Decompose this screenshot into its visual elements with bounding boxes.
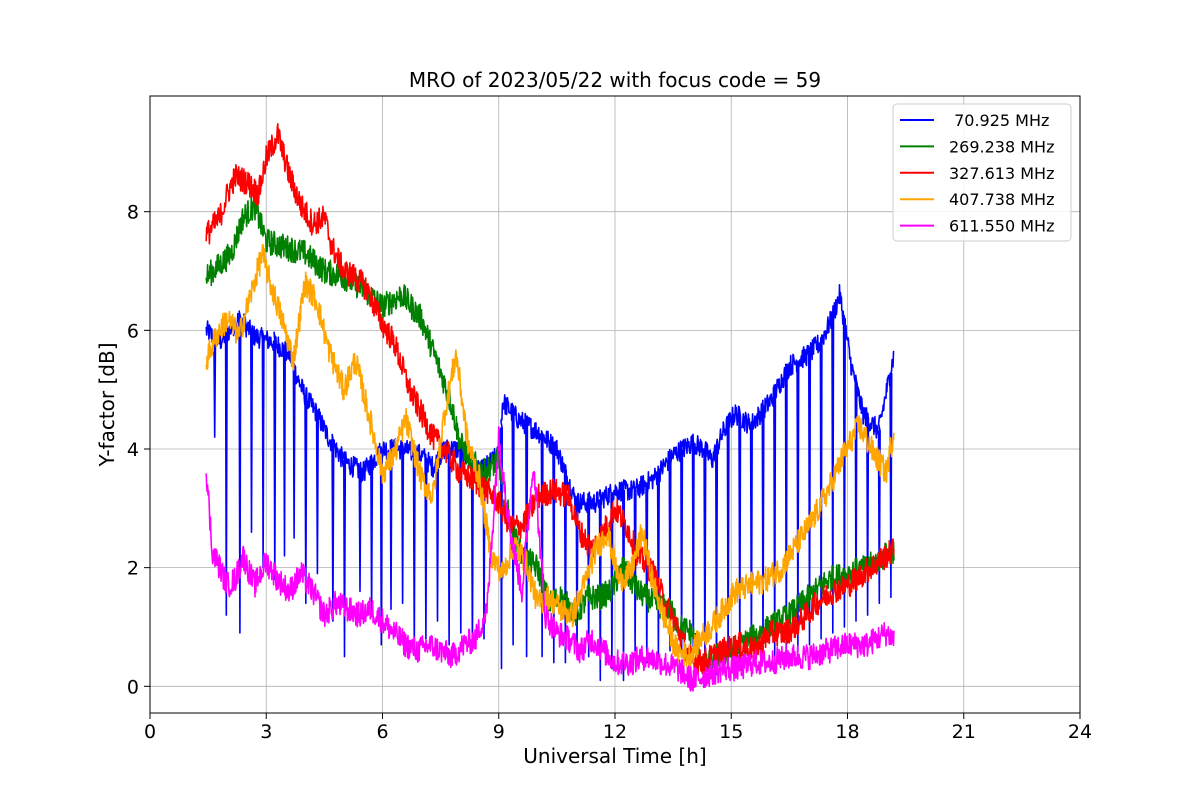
series-line-0 xyxy=(205,284,895,682)
x-tick-label: 15 xyxy=(719,721,743,743)
x-tick-label: 3 xyxy=(260,721,272,743)
y-tick-label: 4 xyxy=(127,439,139,461)
x-tick-label: 9 xyxy=(493,721,505,743)
x-axis-label: Universal Time [h] xyxy=(523,744,706,768)
series-layer xyxy=(205,123,895,692)
x-tick-label: 18 xyxy=(835,721,859,743)
legend-label: 327.613 MHz xyxy=(949,164,1054,183)
x-tick-label: 24 xyxy=(1068,721,1092,743)
x-tick-label: 21 xyxy=(952,721,976,743)
series-line-4 xyxy=(205,426,895,692)
legend-label: 407.738 MHz xyxy=(949,190,1054,209)
legend-label: 70.925 MHz xyxy=(949,111,1049,130)
y-tick-label: 6 xyxy=(127,320,139,342)
series-line-3 xyxy=(205,243,895,669)
legend-box xyxy=(892,103,1072,242)
legend-label: 269.238 MHz xyxy=(949,137,1054,156)
series-line-2 xyxy=(205,123,895,675)
y-tick-label: 8 xyxy=(127,202,139,224)
y-axis-label: Y-factor [dB] xyxy=(95,342,119,467)
x-tick-label: 0 xyxy=(144,721,156,743)
legend-label: 611.550 MHz xyxy=(949,217,1054,236)
y-tick-label: 2 xyxy=(127,558,139,580)
chart-title: MRO of 2023/05/22 with focus code = 59 xyxy=(409,68,821,92)
x-tick-label: 12 xyxy=(603,721,627,743)
y-tick-label: 0 xyxy=(127,676,139,698)
legend: 70.925 MHz 269.238 MHz 327.613 MHz 407.738 … xyxy=(892,103,1072,242)
x-tick-label: 6 xyxy=(376,721,388,743)
